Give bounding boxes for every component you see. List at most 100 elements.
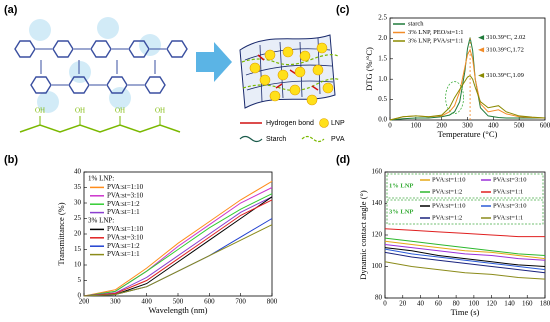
data-line [389,48,546,121]
y-tick-label: 80 [375,294,383,302]
x-tick-label: 600 [204,298,215,306]
x-axis-title: Wavelength (nm) [148,305,207,315]
pva-label: OH [35,107,45,115]
legend-label: PVA [331,136,345,143]
y-tick-label: 1.5 [378,54,387,62]
y-tick-label: 2.5 [378,14,387,22]
y-tick-label: 10 [74,261,82,269]
x-tick-label: 0 [383,300,387,308]
legend-label: PVA:st=3:10 [107,191,144,199]
x-tick-label: 800 [267,298,278,306]
legend-label: 3% LNP, PVA/st=1:1 [408,37,463,44]
pva-label: OH [155,107,165,115]
legend-label: PVA:st=1:2 [432,214,462,221]
x-tick-label: 160 [522,300,533,308]
annotation-arrow [478,47,485,53]
x-tick-label: 180 [540,300,550,308]
y-tick-label: 15 [74,245,82,253]
x-tick-label: 0 [388,122,392,130]
data-line [384,248,546,271]
legend-group: 3% LNP: [88,217,114,225]
annotation: 310.39°C,1.72 [486,46,524,53]
pva-chain [19,124,181,133]
data-line [384,228,545,238]
data-line [384,247,546,267]
y-tick-label: 0.0 [378,116,387,124]
y-tick-label: 35 [74,183,82,191]
starch-circles [29,17,161,113]
diagram-legend: Hydrogen bond LNP Starch PVA [239,118,345,143]
y-axis-title: Transmittance (%) [56,202,66,265]
annotation-arrow [478,35,485,41]
arrow [196,42,232,82]
data-line [83,199,273,297]
legend-label: PVA:st=1:1 [493,188,523,195]
x-tick-label: 100 [469,300,480,308]
y-tick-label: 140 [372,199,383,207]
x-tick-label: 700 [235,298,246,306]
legend-label: PVA:st=1:2 [107,242,140,250]
diagram: (a) OH OH OH OH Hydrogen bond LNP Starch… [4,4,345,143]
x-tick-label: 200 [436,122,447,130]
x-tick-label: 40 [417,300,425,308]
x-tick-label: 500 [514,122,525,130]
x-tick-label: 60 [435,300,443,308]
legend-group: 1% LNP [389,182,413,189]
legend-label: PVA:st=1:2 [107,200,140,208]
x-tick-label: 500 [173,298,184,306]
data-line [384,237,546,256]
x-axis-title: Temperature (°C) [438,129,498,139]
legend-group: 3% LNP [389,208,413,215]
panel-label: (d) [336,154,350,166]
legend-label: PVA:st=1:1 [107,250,140,258]
x-axis-title: Time (s) [451,307,480,317]
y-tick-label: 30 [74,199,82,207]
legend-label: PVA:st=3:10 [493,176,527,183]
network [239,34,341,109]
x-tick-label: 300 [462,122,473,130]
legend-box [386,199,544,225]
annotation-arrow [478,73,485,79]
data-line [384,261,546,280]
legend-label: PVA:st=1:2 [432,188,462,195]
y-tick-label: 40 [74,168,82,176]
y-tick-label: 20 [74,230,82,238]
annotation: 310.39°C,1.09 [486,72,524,79]
y-axis-title: Dynamic contact angle (°) [358,190,368,280]
legend-label: PVA:st=1:1 [493,214,523,221]
y-tick-label: 5 [78,276,82,284]
starch-chain [14,40,188,94]
legend-group: 1% LNP: [88,175,114,183]
data-line [83,193,273,297]
x-tick-label: 120 [486,300,497,308]
x-tick-label: 400 [141,298,152,306]
legend-label: PVA:st=1:10 [432,176,466,183]
annotation: 310.39°C, 2.02 [486,34,525,41]
legend-label: PVA:st=1:10 [107,183,144,191]
panel-label: (a) [4,4,18,16]
x-tick-label: 300 [110,298,121,306]
legend-label: LNP [331,120,345,127]
y-tick-label: 160 [372,168,383,176]
data-line [384,240,546,260]
shoulder-marker [445,81,464,114]
data-line [83,224,273,297]
data-line [384,251,546,274]
legend-label: starch [408,20,424,27]
y-tick-label: 0 [78,292,82,300]
legend-label: 3% LNP, PEO/st=1:1 [408,29,464,36]
y-tick-label: 25 [74,214,82,222]
pva-label: OH [115,107,125,115]
data-line [389,37,545,121]
y-axis-title: DTG (%/°C) [364,47,374,91]
pva-bonds [39,116,161,125]
y-tick-label: 100 [372,262,383,270]
legend-label: PVA:st=1:10 [107,225,144,233]
legend-box [386,173,544,199]
y-tick-label: 0.5 [378,95,387,103]
x-tick-label: 100 [411,122,422,130]
x-tick-label: 200 [79,298,90,306]
panel-label: (b) [4,154,18,166]
legend-label: PVA:st=1:10 [432,202,466,209]
